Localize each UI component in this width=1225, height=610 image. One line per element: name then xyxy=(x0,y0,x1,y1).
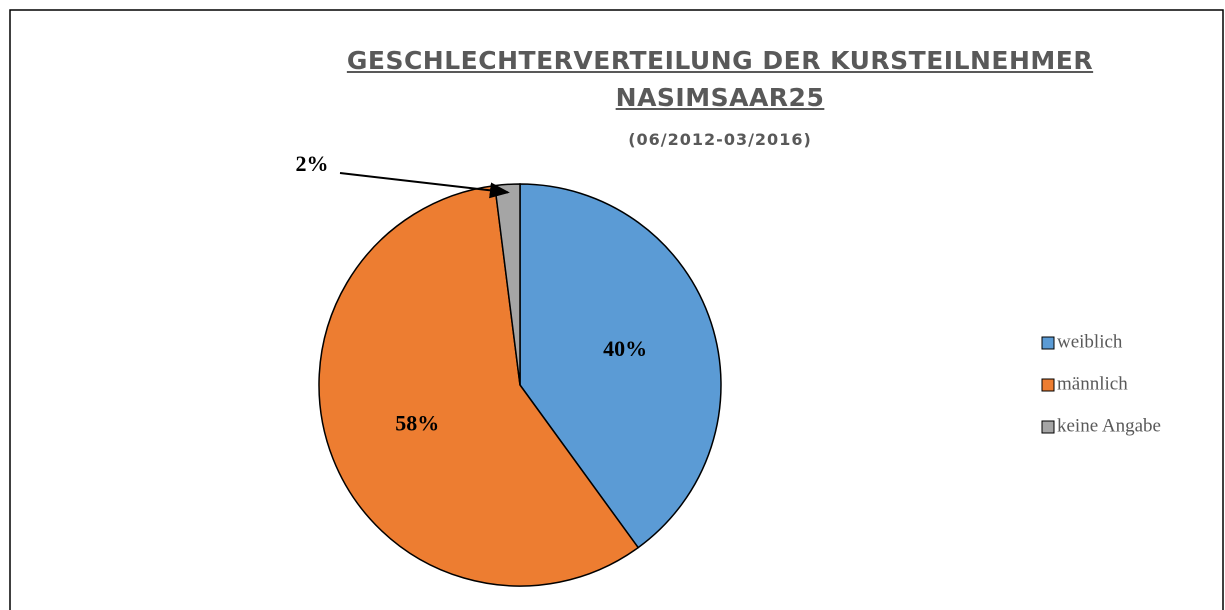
data-label: 58% xyxy=(395,411,439,436)
chart-subtitle: (06/2012-03/2016) xyxy=(628,130,812,149)
legend-swatch xyxy=(1041,378,1055,392)
frame xyxy=(9,9,1224,610)
legend-label: keine Angabe xyxy=(1057,415,1161,436)
pie-slice xyxy=(318,184,640,587)
chart-title: GESCHLECHTERVERTEILUNG DER KURSTEILNEHME… xyxy=(346,46,1094,112)
legend-swatch xyxy=(1041,336,1055,350)
leader-arrow xyxy=(339,172,510,199)
data-label: 2% xyxy=(296,151,329,176)
legend-label: männlich xyxy=(1057,373,1128,394)
legend-label: weiblich xyxy=(1057,331,1123,352)
data-label: 40% xyxy=(603,336,647,361)
legend-swatch xyxy=(1041,420,1055,434)
pie-slice xyxy=(519,183,722,549)
